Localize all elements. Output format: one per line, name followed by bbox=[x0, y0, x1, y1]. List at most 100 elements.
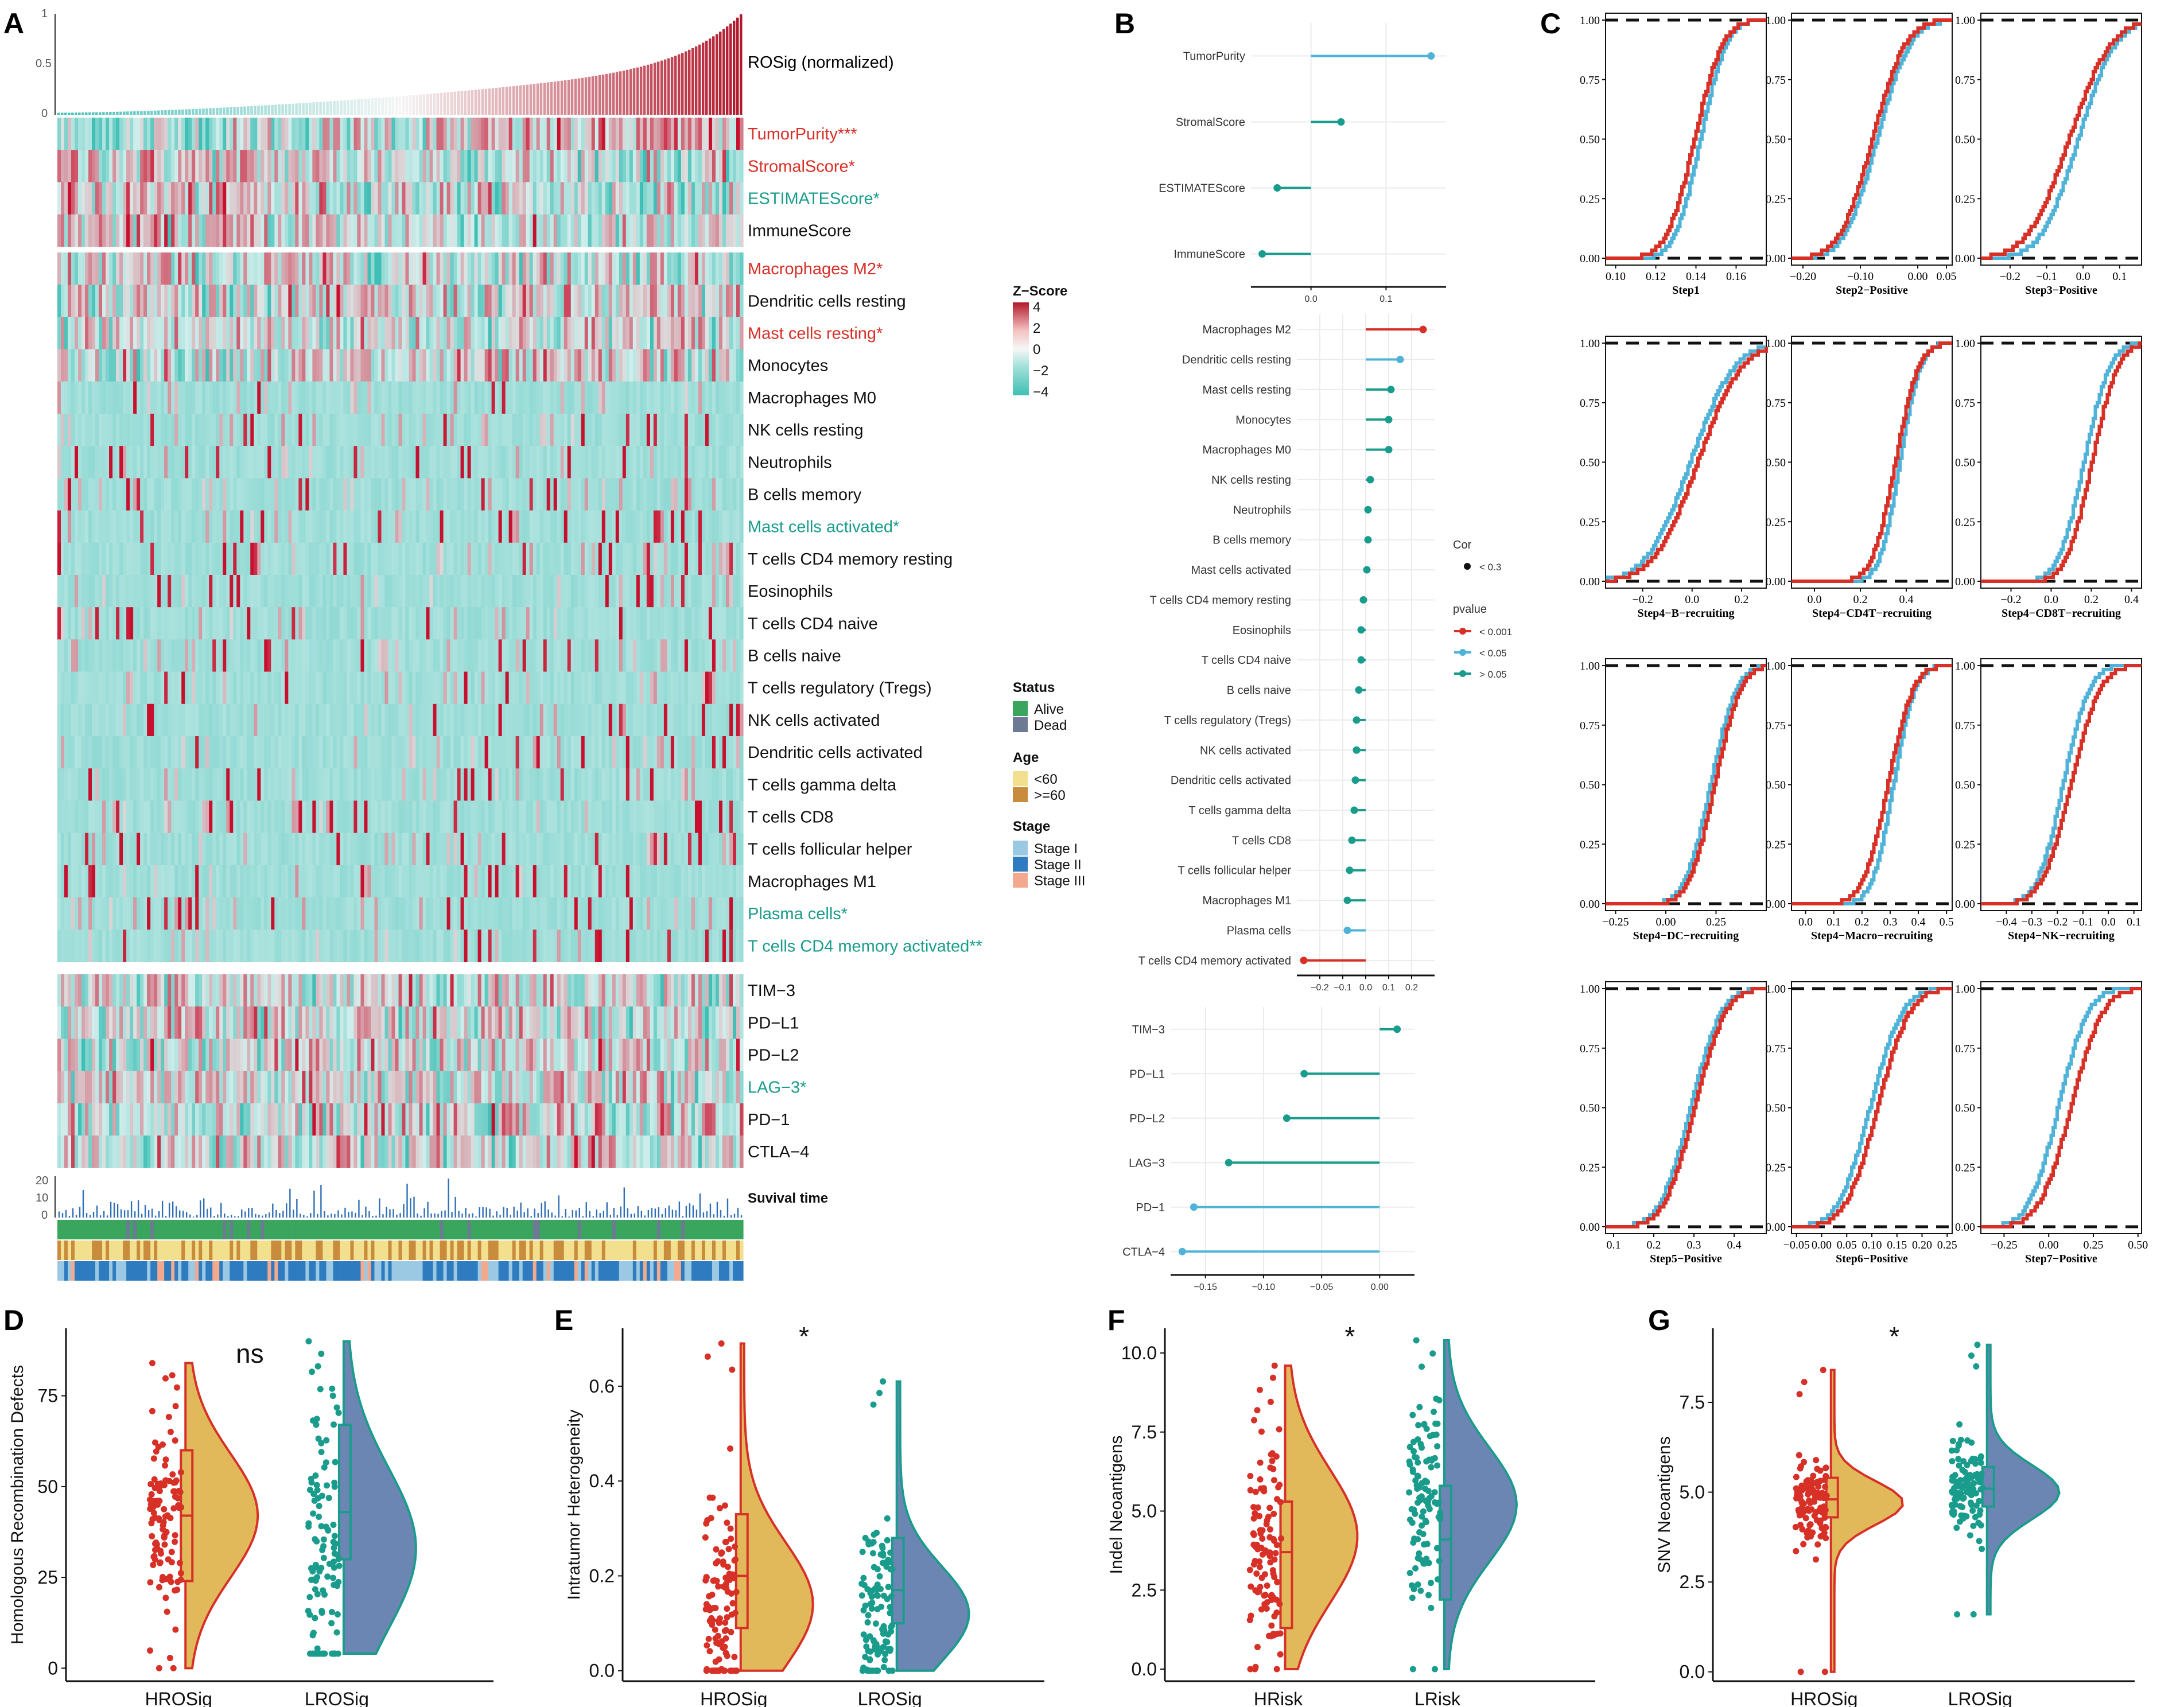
heatmap-cell bbox=[188, 542, 192, 576]
heatmap-cell bbox=[302, 381, 306, 414]
heatmap-cell bbox=[670, 446, 675, 479]
heatmap-cell bbox=[243, 768, 247, 801]
heatmap-cell bbox=[739, 214, 744, 247]
heatmap-cell bbox=[505, 542, 510, 576]
heatmap-cell bbox=[202, 285, 206, 317]
heatmap-cell bbox=[436, 349, 441, 382]
heatmap-cell bbox=[539, 703, 544, 737]
heatmap-cell bbox=[515, 671, 520, 705]
heatmap-cell bbox=[443, 833, 448, 866]
heatmap-cell bbox=[584, 575, 589, 608]
heatmap-cell bbox=[199, 800, 203, 834]
heatmap-cell bbox=[371, 510, 375, 543]
heatmap-cell bbox=[302, 768, 306, 801]
heatmap-cell bbox=[99, 800, 103, 834]
heatmap-cell bbox=[474, 800, 479, 834]
heatmap-cell bbox=[130, 639, 134, 672]
heatmap-cell bbox=[257, 542, 261, 576]
heatmap-cell bbox=[409, 768, 413, 801]
heatmap-cell bbox=[298, 736, 302, 769]
heatmap-cell bbox=[564, 182, 568, 215]
heatmap-cell bbox=[450, 800, 454, 834]
heatmap-cell bbox=[92, 800, 96, 834]
heatmap-cell bbox=[236, 833, 240, 866]
heatmap-cell bbox=[360, 285, 365, 317]
heatmap-cell bbox=[708, 118, 713, 150]
heatmap-cell bbox=[154, 285, 158, 317]
heatmap-cell bbox=[663, 865, 668, 898]
heatmap-cell bbox=[254, 703, 258, 737]
heatmap-cell bbox=[367, 542, 372, 576]
heatmap-cell bbox=[712, 575, 716, 608]
heatmap-cell bbox=[343, 671, 348, 705]
heatmap-cell bbox=[536, 285, 541, 317]
heatmap-cell bbox=[533, 446, 537, 479]
heatmap-cell bbox=[78, 446, 82, 479]
heatmap-cell bbox=[319, 285, 323, 317]
heatmap-cell bbox=[278, 478, 282, 511]
heatmap-cell bbox=[440, 671, 444, 705]
heatmap-cell bbox=[715, 833, 720, 866]
heatmap-cell bbox=[526, 607, 530, 640]
heatmap-cell bbox=[391, 285, 396, 317]
heatmap-cell bbox=[92, 285, 96, 317]
heatmap-cell bbox=[288, 703, 292, 737]
panel-label-e: E bbox=[554, 1304, 573, 1336]
heatmap-cell bbox=[261, 510, 265, 543]
heatmap-cell bbox=[419, 349, 423, 382]
heatmap-cell bbox=[126, 542, 130, 576]
heatmap-cell bbox=[298, 865, 302, 898]
heatmap-cell bbox=[608, 639, 613, 672]
heatmap-cell bbox=[364, 800, 368, 834]
heatmap-cell bbox=[219, 252, 223, 285]
heatmap-cell bbox=[322, 703, 327, 737]
heatmap-cell bbox=[309, 252, 313, 285]
heatmap-cell bbox=[550, 182, 554, 215]
heatmap-cell bbox=[240, 478, 244, 511]
heatmap-cell bbox=[250, 833, 254, 866]
heatmap-cell bbox=[360, 542, 365, 576]
heatmap-cell bbox=[357, 607, 362, 640]
heatmap-cell bbox=[553, 349, 558, 382]
heatmap-cell bbox=[164, 118, 168, 150]
heatmap-cell bbox=[539, 671, 544, 705]
heatmap-cell bbox=[625, 768, 630, 801]
heatmap-cell bbox=[732, 214, 737, 247]
heatmap-cell bbox=[729, 736, 733, 769]
heatmap-cell bbox=[687, 381, 692, 414]
heatmap-cell bbox=[467, 478, 472, 511]
heatmap-cell bbox=[261, 349, 265, 382]
heatmap-cell bbox=[677, 865, 682, 898]
heatmap-cell bbox=[464, 150, 468, 182]
heatmap-cell bbox=[178, 381, 182, 414]
rosig-bar bbox=[574, 79, 577, 115]
rosig-bar bbox=[106, 112, 108, 115]
heatmap-cell bbox=[329, 639, 334, 672]
heatmap-cell bbox=[512, 768, 516, 801]
heatmap-cell bbox=[374, 542, 379, 576]
heatmap-cell bbox=[326, 414, 330, 446]
rosig-bar bbox=[226, 107, 229, 115]
heatmap-cell bbox=[732, 768, 737, 801]
heatmap-cell bbox=[106, 118, 110, 150]
heatmap-cell bbox=[257, 703, 261, 737]
rosig-bar bbox=[347, 100, 349, 115]
heatmap-cell bbox=[264, 414, 268, 446]
heatmap-row bbox=[57, 182, 744, 215]
heatmap-cell bbox=[178, 446, 182, 479]
heatmap-cell bbox=[322, 285, 327, 317]
heatmap-cell bbox=[209, 575, 213, 608]
heatmap-cell bbox=[123, 607, 127, 640]
heatmap-cell bbox=[247, 510, 251, 543]
heatmap-cell bbox=[574, 800, 578, 834]
heatmap-cell bbox=[353, 510, 358, 543]
heatmap-cell bbox=[309, 118, 313, 150]
heatmap-cell bbox=[405, 214, 410, 247]
heatmap-cell bbox=[557, 414, 561, 446]
heatmap-cell bbox=[533, 252, 537, 285]
heatmap-cell bbox=[687, 703, 692, 737]
heatmap-cell bbox=[681, 542, 685, 576]
heatmap-cell bbox=[412, 865, 417, 898]
heatmap-cell bbox=[343, 414, 348, 446]
heatmap-cell bbox=[512, 833, 516, 866]
